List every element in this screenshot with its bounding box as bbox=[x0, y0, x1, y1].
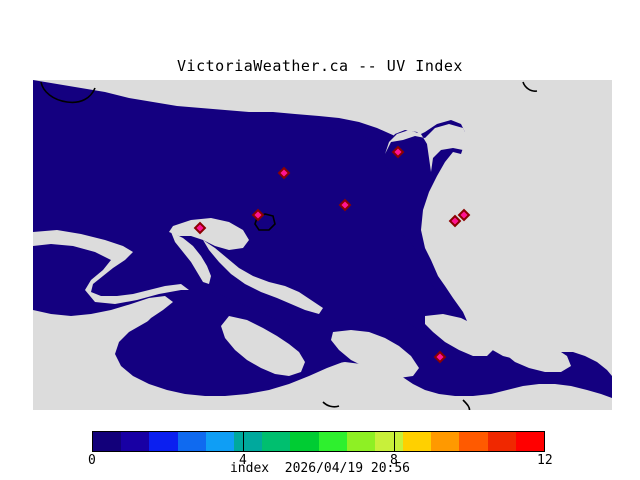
map-svg bbox=[33, 80, 612, 410]
land-saanich-wedge bbox=[221, 316, 305, 376]
station-marker[interactable] bbox=[251, 208, 265, 222]
colorbar-tick-4 bbox=[243, 431, 244, 452]
colorbar-segment-2 bbox=[149, 432, 178, 451]
land-spit-tail bbox=[171, 232, 211, 284]
land-island-spit bbox=[169, 218, 249, 250]
lake-outline-topright bbox=[522, 81, 538, 92]
station-marker[interactable] bbox=[433, 350, 447, 364]
station-marker[interactable] bbox=[391, 145, 405, 159]
land-gulf-islands bbox=[331, 330, 419, 378]
land-spit-tail-2 bbox=[203, 240, 323, 314]
station-marker[interactable] bbox=[193, 221, 207, 235]
map-plot-area[interactable] bbox=[33, 80, 612, 410]
colorbar-tick-8 bbox=[394, 431, 395, 452]
colorbar-segment-8 bbox=[318, 432, 347, 451]
station-marker[interactable] bbox=[448, 214, 462, 228]
colorbar-segment-6 bbox=[262, 432, 291, 451]
colorbar-segment-3 bbox=[177, 432, 206, 451]
colorbar-segment-13 bbox=[459, 432, 488, 451]
coast-line-bottom-2 bbox=[462, 399, 471, 410]
colorbar-segment-1 bbox=[121, 432, 150, 451]
strait-juan-de-fuca bbox=[33, 244, 431, 382]
colorbar-label-max: 12 bbox=[537, 453, 553, 468]
lake-outline-center bbox=[254, 213, 276, 231]
colorbar-segment-9 bbox=[346, 432, 375, 451]
colorbar-segment-7 bbox=[290, 432, 319, 451]
colorbar-label-min: 0 bbox=[88, 453, 96, 468]
coast-line-bottom-1 bbox=[322, 401, 340, 408]
colorbar-gradient[interactable] bbox=[92, 431, 545, 452]
land-ne-inlet bbox=[385, 124, 469, 172]
station-markers[interactable] bbox=[193, 145, 471, 364]
colorbar-segment-11 bbox=[403, 432, 432, 451]
colorbar[interactable]: 0 4 8 12 bbox=[88, 431, 553, 468]
page-title: VictoriaWeather.ca -- UV Index bbox=[177, 57, 463, 75]
station-marker[interactable] bbox=[277, 166, 291, 180]
land-southwest bbox=[33, 230, 612, 410]
colorbar-segment-5 bbox=[233, 432, 263, 451]
land-island-east-2 bbox=[503, 344, 571, 372]
land-island-east-1 bbox=[425, 314, 495, 356]
land-north-east bbox=[33, 80, 612, 410]
colorbar-segment-15 bbox=[515, 432, 544, 451]
station-marker[interactable] bbox=[338, 198, 352, 212]
colorbar-caption: index 2026/04/19 20:56 bbox=[229, 461, 410, 476]
station-marker[interactable] bbox=[457, 208, 471, 222]
colorbar-label-mid-high: 8 bbox=[390, 453, 398, 468]
lake-outline-topleft bbox=[40, 81, 96, 104]
colorbar-segment-12 bbox=[431, 432, 460, 451]
colorbar-segment-0 bbox=[93, 432, 122, 451]
colorbar-segment-10 bbox=[374, 432, 404, 451]
colorbar-segment-4 bbox=[205, 432, 234, 451]
colorbar-segment-14 bbox=[487, 432, 516, 451]
colorbar-label-mid-low: 4 bbox=[239, 453, 247, 468]
